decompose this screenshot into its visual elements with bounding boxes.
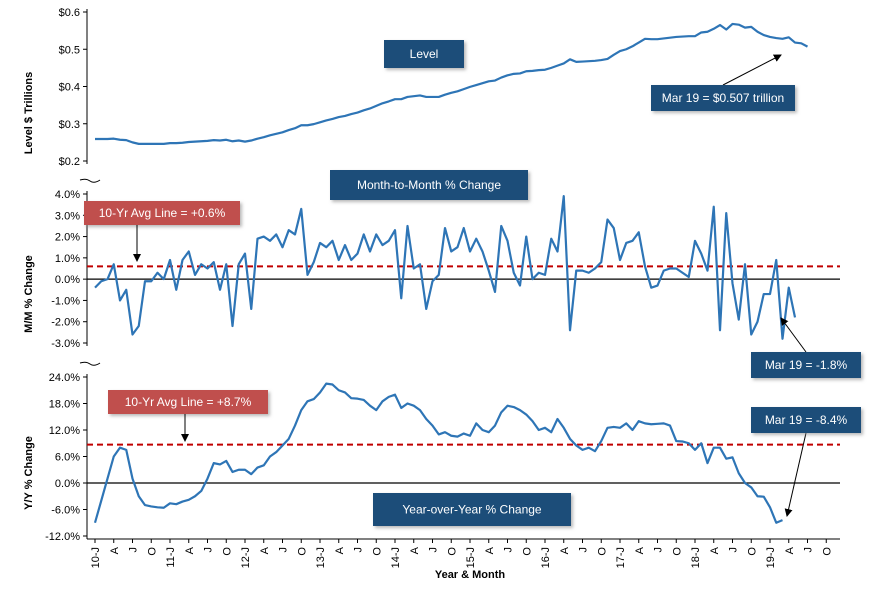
- yoy-ylabel: Y/Y % Change: [23, 436, 35, 510]
- mom-ytick-label: 2.0%: [55, 232, 80, 244]
- mom-ytick-label: -1.0%: [51, 295, 80, 307]
- mom-avg-box: [84, 201, 240, 225]
- yoy-annotation-label: Mar 19 = -8.4%: [765, 413, 848, 427]
- x-tick-label: 11-J: [165, 547, 177, 568]
- mom-annotation-label: Mar 19 = -1.8%: [765, 358, 848, 372]
- x-tick-label: O: [671, 547, 683, 556]
- yoy-title-box-label: Year-over-Year % Change: [402, 503, 542, 517]
- x-tick-label: O: [146, 547, 158, 556]
- x-tick-label: J: [128, 547, 140, 553]
- mom-ylabel: M/M % Change: [23, 255, 35, 333]
- mom-ytick-label: 1.0%: [55, 253, 80, 265]
- yoy-title-box: [373, 493, 571, 526]
- yoy-ytick-label: 18.0%: [49, 399, 80, 411]
- x-tick-label: 17-J: [615, 547, 627, 568]
- yoy-avg-box: [108, 390, 268, 414]
- yoy-series-line: [93, 382, 783, 524]
- mom-ytick-label: 0.0%: [55, 274, 80, 286]
- x-tick-label: 18-J: [690, 547, 702, 568]
- mom-ytick-label: -2.0%: [51, 317, 80, 329]
- x-tick-label: O: [371, 547, 383, 556]
- level-title-box-label: Level: [410, 47, 439, 61]
- x-tick-label: J: [503, 547, 515, 553]
- x-tick-label: O: [521, 547, 533, 556]
- x-tick-label: A: [634, 546, 646, 554]
- level-ylabel: Level $ Trillions: [23, 72, 35, 155]
- yoy-annotation-box: [751, 407, 861, 433]
- x-tick-label: J: [728, 547, 740, 553]
- x-tick-label: A: [109, 546, 121, 554]
- x-axis-title: Year & Month: [435, 569, 506, 581]
- level-ytick-label: $0.4: [59, 82, 80, 94]
- yoy-axis-break: [79, 361, 101, 366]
- x-tick-label: O: [746, 547, 758, 556]
- x-tick-label: A: [259, 546, 271, 554]
- level-title-box: [384, 40, 464, 68]
- x-tick-label: 16-J: [540, 547, 552, 568]
- x-tick-label: 15-J: [465, 547, 477, 568]
- x-tick-label: 13-J: [315, 547, 327, 568]
- x-tick-label: A: [184, 546, 196, 554]
- mom-avg-label: 10-Yr Avg Line = +0.6%: [99, 206, 226, 220]
- yoy-annotation-arrow: [784, 432, 807, 517]
- level-ytick-label: $0.2: [59, 156, 80, 168]
- yoy-ytick-label: 6.0%: [55, 452, 80, 464]
- x-tick-label: A: [559, 546, 571, 554]
- level-ytick-label: $0.5: [59, 44, 80, 56]
- mom-ytick-label: 4.0%: [55, 189, 80, 201]
- x-tick-label: O: [296, 547, 308, 556]
- level-ytick-label: $0.6: [59, 7, 80, 19]
- x-tick-label: J: [803, 547, 815, 553]
- mom-annotation-arrow: [780, 317, 807, 353]
- yoy-ytick-label: 12.0%: [49, 425, 80, 437]
- yoy-ytick-label: -6.0%: [51, 505, 80, 517]
- yoy-ytick-label: -12.0%: [45, 531, 80, 543]
- mom-ytick-label: -3.0%: [51, 338, 80, 350]
- level-series-line: [95, 22, 809, 145]
- mom-annotation-box: [751, 352, 861, 378]
- x-tick-label: 14-J: [390, 547, 402, 568]
- mom-axis-break: [79, 178, 101, 183]
- x-tick-label: O: [821, 547, 833, 556]
- yoy-ytick-label: 24.0%: [49, 372, 80, 384]
- yoy-ytick-label: 0.0%: [55, 478, 80, 490]
- x-tick-label: A: [409, 546, 421, 554]
- x-tick-label: 19-J: [765, 547, 777, 568]
- x-tick-label: J: [428, 547, 440, 553]
- x-tick-label: J: [653, 547, 665, 553]
- x-tick-label: J: [578, 547, 590, 553]
- x-tick-label: O: [221, 547, 233, 556]
- x-tick-label: A: [784, 546, 796, 554]
- level-annotation-label: Mar 19 = $0.507 trillion: [662, 91, 784, 105]
- x-tick-label: J: [353, 547, 365, 553]
- level-panel: $0.2 $0.3 $0.4 $0.5 $0.6 Level $ Trillions Lev…: [23, 7, 809, 168]
- x-tick-label: A: [484, 546, 496, 554]
- level-annotation-box: [651, 85, 795, 111]
- x-tick-label: A: [334, 546, 346, 554]
- level-annotation-arrow: [722, 54, 782, 86]
- x-tick-label: 10-J: [90, 547, 102, 568]
- mom-title-box-label: Month-to-Month % Change: [357, 178, 501, 192]
- level-ytick-label: $0.3: [59, 119, 80, 131]
- x-tick-label: A: [709, 546, 721, 554]
- x-tick-label: O: [596, 547, 608, 556]
- x-tick-label: J: [203, 547, 215, 553]
- mom-title-box: [330, 170, 528, 200]
- x-tick-label: J: [278, 547, 290, 553]
- yoy-panel: -12.0% -6.0% 0.0% 6.0% 12.0% 18.0% 24.0% Y/Y % …: [23, 361, 861, 543]
- x-tick-label: 12-J: [240, 547, 252, 568]
- x-tick-label: O: [446, 547, 458, 556]
- x-axis: 10-J A J O 11-J A J O 12-J A J O 13-J A J O 14-J A J O 15-J A…: [87, 538, 840, 581]
- mom-series-line: [94, 195, 797, 340]
- mom-ytick-label: 3.0%: [55, 210, 80, 222]
- yoy-avg-label: 10-Yr Avg Line = +8.7%: [125, 395, 252, 409]
- mom-panel: -3.0% -2.0% -1.0% 0.0% 1.0% 2.0% 3.0% 4.0% M/M %…: [23, 170, 861, 378]
